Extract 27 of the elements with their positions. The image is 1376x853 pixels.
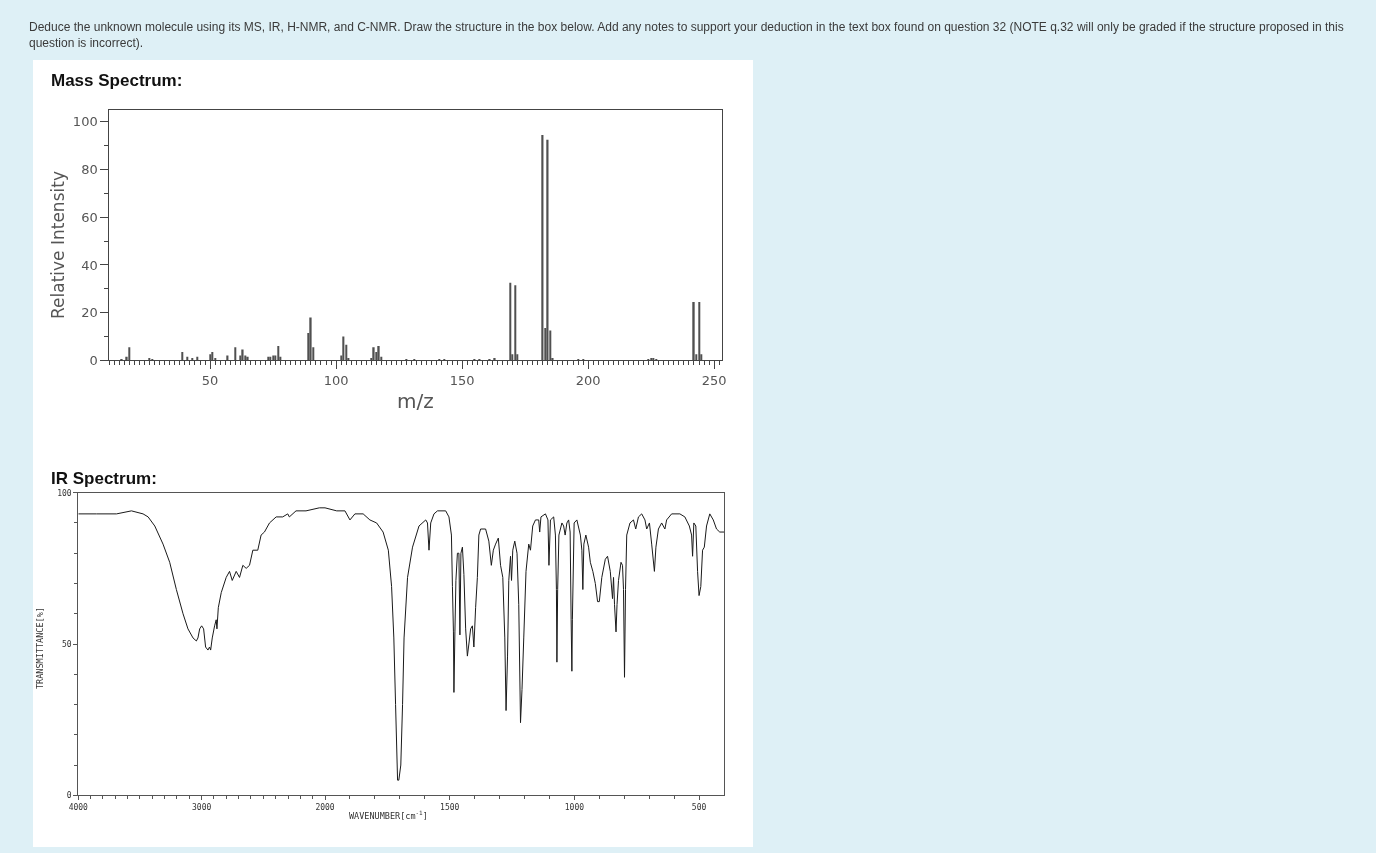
- x-tick-label: 100: [323, 372, 349, 388]
- y-tick-label: 0: [89, 352, 98, 368]
- y-tick-label: 40: [81, 257, 98, 273]
- y-axis-title: Relative Intensity: [48, 171, 68, 319]
- y-tick-label: 100: [57, 488, 72, 498]
- x-tick-label: 4000: [68, 802, 89, 812]
- x-tick-label: 50: [201, 372, 219, 388]
- text: Deduce the unknown molecule using its MS, IR, H-NMR, and C-NMR. Draw the structure in the box below. Add any notes to support your deduction in the text box found on question 32 (NOTE q.32 will only be graded if the structure proposed in this question is incorrect).: [29, 20, 1344, 50]
- y-axis-title: TRANSMITTANCE[%]: [35, 607, 45, 689]
- y-tick-label: 50: [62, 639, 72, 649]
- x-tick-label: 200: [575, 372, 601, 388]
- x-tick-label: 1500: [440, 802, 460, 812]
- y-tick-label: 80: [81, 162, 98, 178]
- x-axis-title: m/z: [397, 389, 434, 413]
- y-tick-label: 0: [66, 791, 72, 801]
- x-tick-label: 1000: [564, 802, 585, 812]
- x-tick-label: 150: [449, 372, 475, 388]
- x-tick-label: 500: [691, 802, 707, 812]
- x-tick-label: 2000: [315, 802, 335, 812]
- y-tick-label: 100: [72, 114, 98, 130]
- x-tick-label: 250: [701, 372, 727, 388]
- chart-title: IR Spectrum:: [51, 469, 157, 488]
- x-axis-title: WAVENUMBER[cm$^{-1}$]: [349, 809, 428, 821]
- y-tick-label: 20: [81, 305, 98, 321]
- x-tick-label: 3000: [192, 802, 212, 812]
- y-tick-label: 60: [81, 209, 98, 225]
- chart-title: Mass Spectrum:: [51, 71, 183, 90]
